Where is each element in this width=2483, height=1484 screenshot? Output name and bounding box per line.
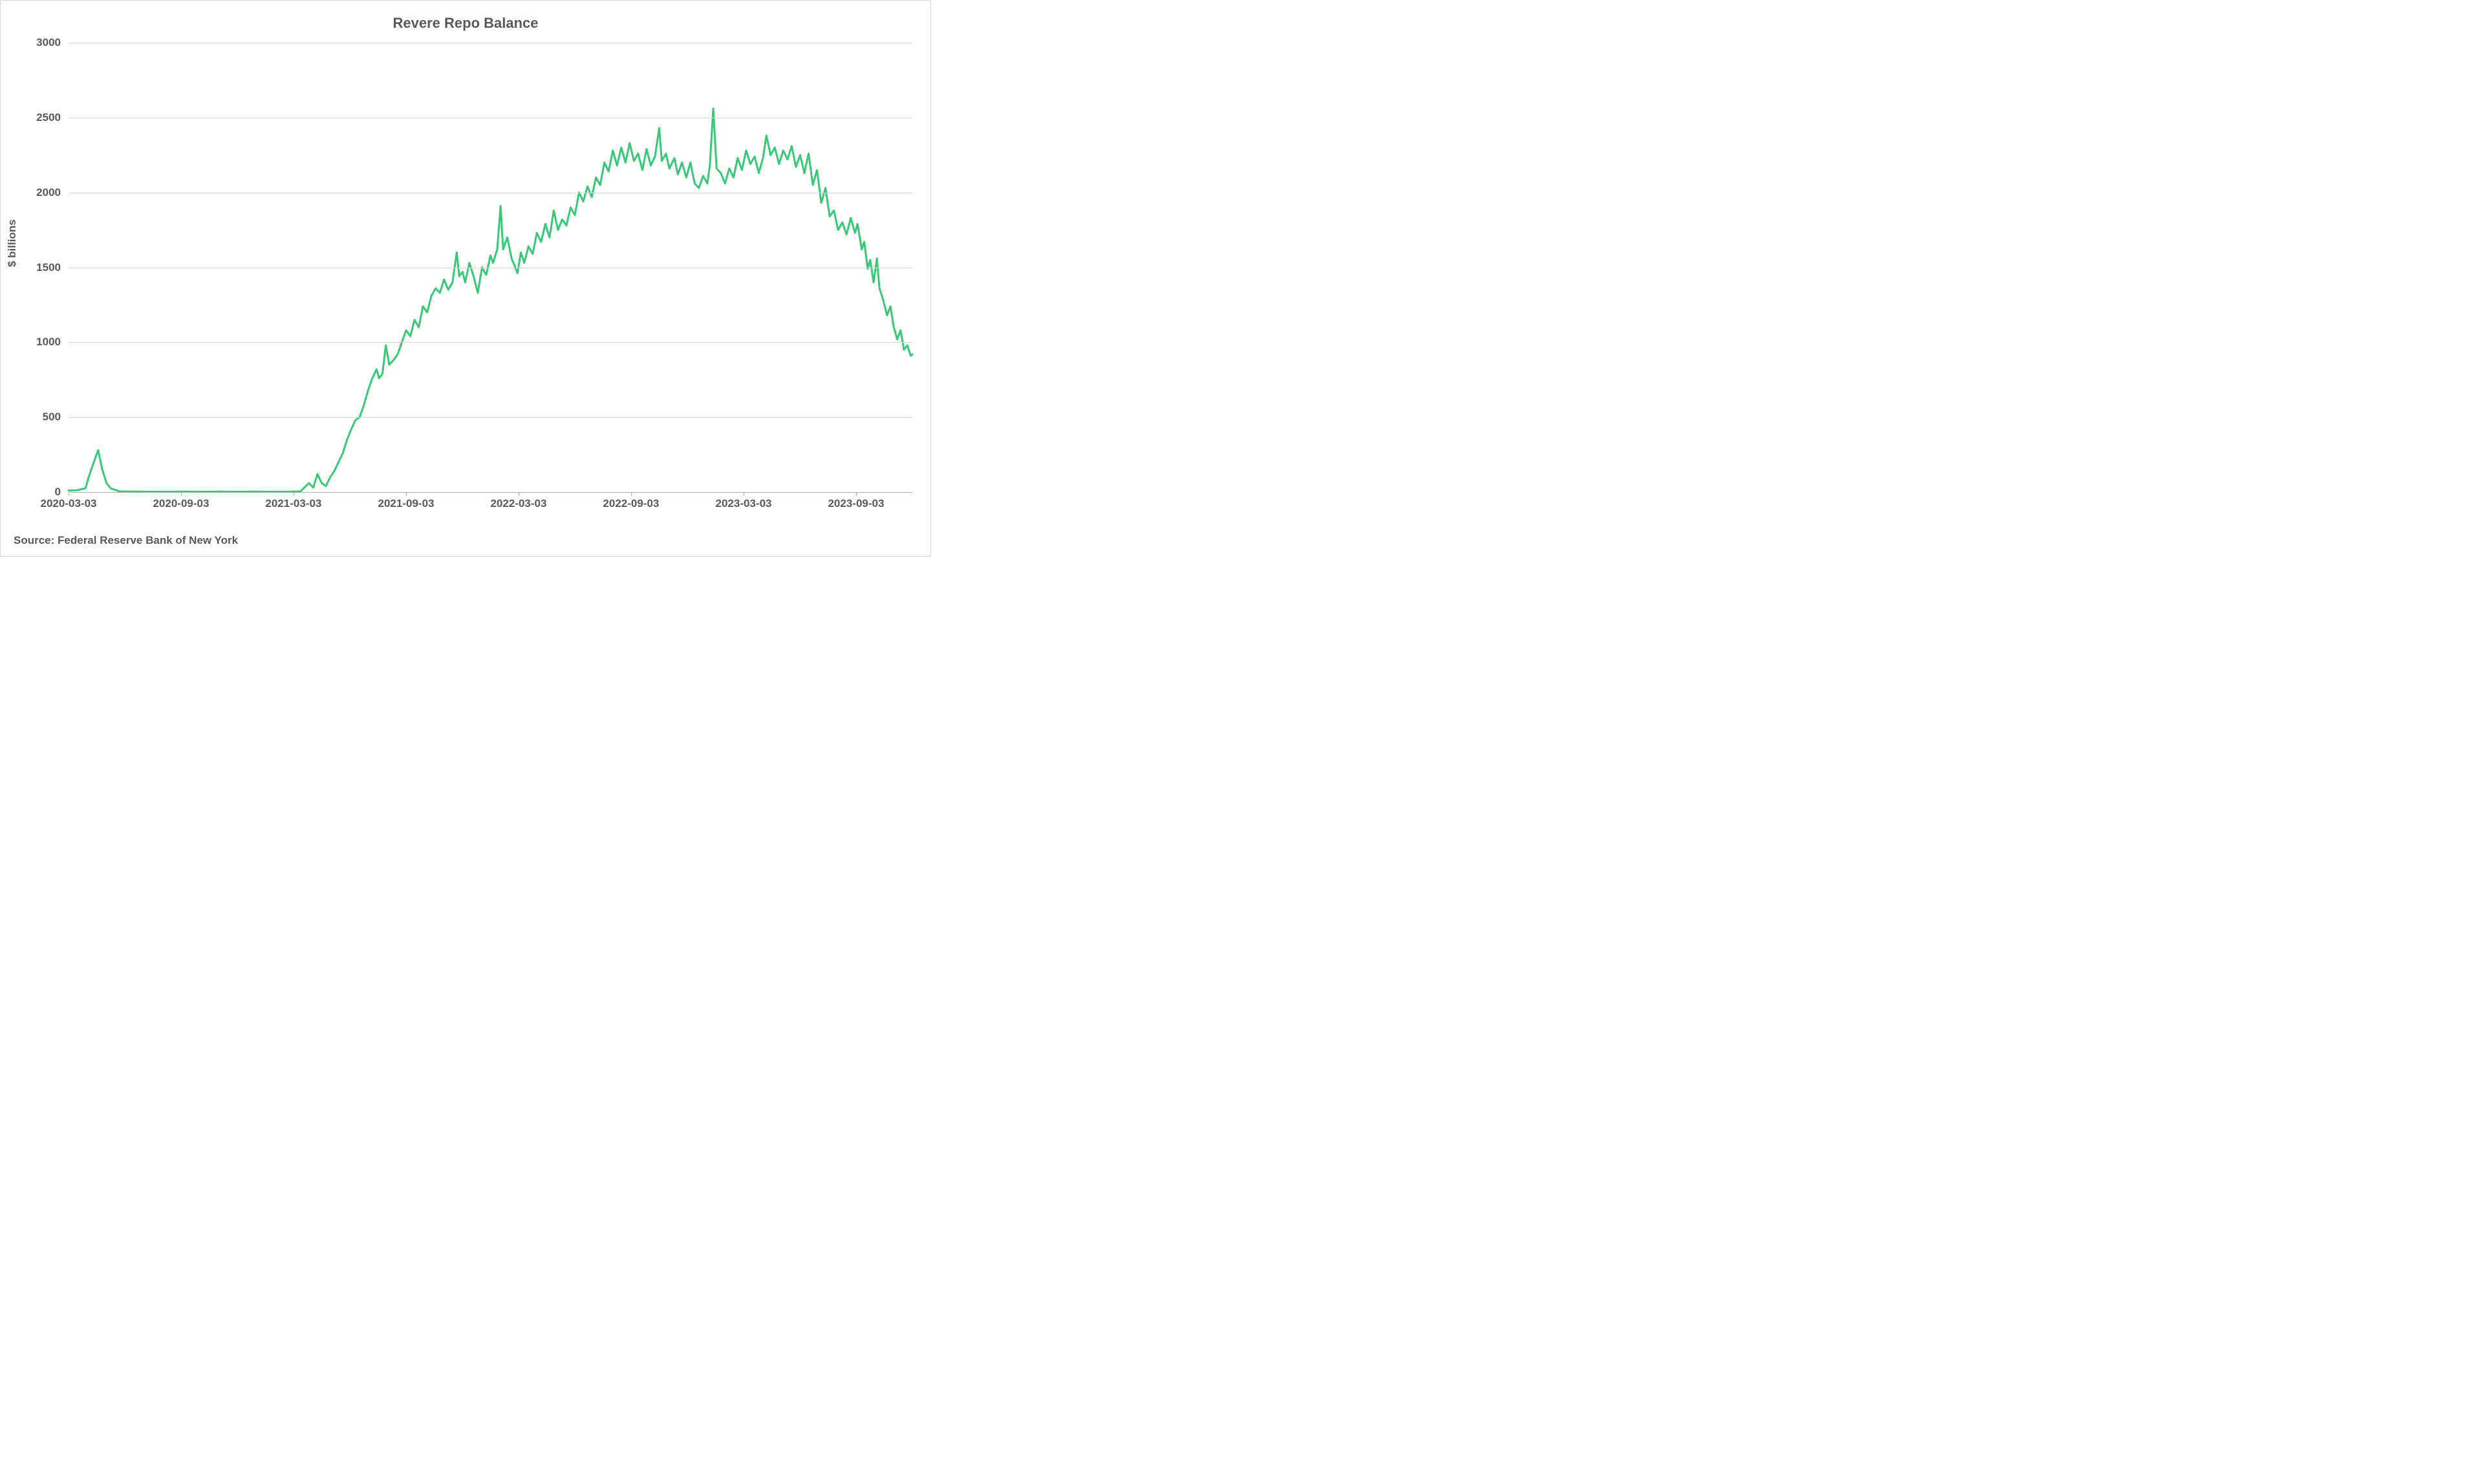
line-series bbox=[69, 109, 912, 492]
x-tick-label: 2023-09-03 bbox=[828, 497, 884, 510]
x-tick-label: 2020-03-03 bbox=[41, 497, 97, 510]
x-tick-label: 2023-03-03 bbox=[716, 497, 772, 510]
x-tick-mark bbox=[856, 492, 857, 496]
chart-container: Revere Repo Balance $ billions 0 500 1000 1… bbox=[0, 0, 931, 557]
x-axis-line bbox=[69, 492, 912, 493]
y-tick-label: 0 bbox=[9, 486, 61, 499]
y-axis-label: $ billions bbox=[6, 219, 19, 267]
y-tick-label: 500 bbox=[9, 411, 61, 424]
source-label: Source: Federal Reserve Bank of New York bbox=[14, 534, 238, 547]
y-tick-label: 1500 bbox=[9, 261, 61, 274]
x-tick-mark bbox=[181, 492, 182, 496]
x-tick-label: 2022-09-03 bbox=[603, 497, 659, 510]
grid-line bbox=[69, 417, 912, 418]
x-tick-label: 2021-03-03 bbox=[265, 497, 321, 510]
x-tick-mark bbox=[406, 492, 407, 496]
grid-line bbox=[69, 342, 912, 343]
y-tick-label: 3000 bbox=[9, 36, 61, 49]
x-tick-label: 2022-03-03 bbox=[490, 497, 546, 510]
x-tick-label: 2021-09-03 bbox=[378, 497, 435, 510]
y-tick-label: 1000 bbox=[9, 336, 61, 349]
y-tick-label: 2000 bbox=[9, 186, 61, 199]
y-tick-label: 2500 bbox=[9, 111, 61, 124]
x-tick-mark bbox=[631, 492, 632, 496]
x-tick-label: 2020-09-03 bbox=[153, 497, 209, 510]
chart-title: Revere Repo Balance bbox=[1, 15, 930, 32]
